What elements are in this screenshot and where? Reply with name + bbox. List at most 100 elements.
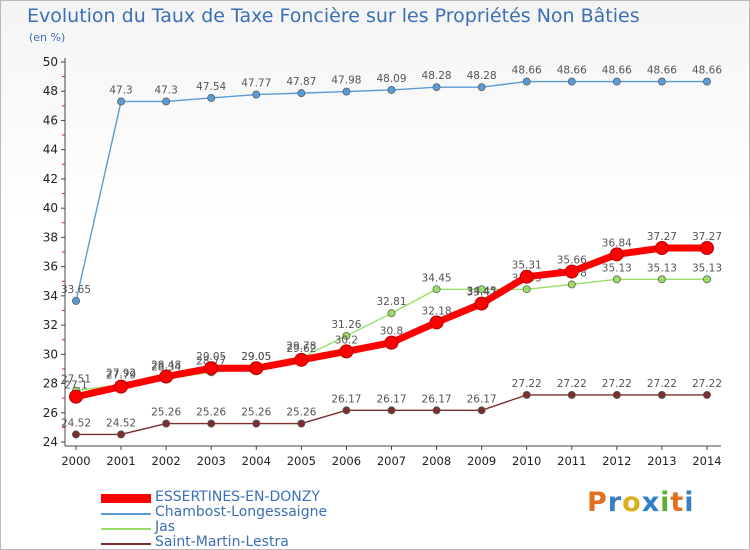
data-point-chambost-longessaigne	[117, 97, 126, 106]
data-label-essertines-en-donzy: 35.66	[557, 255, 587, 267]
data-point-jas	[612, 275, 621, 284]
data-label-chambost-longessaigne: 48.09	[376, 73, 406, 85]
data-point-chambost-longessaigne	[612, 77, 621, 86]
data-label-essertines-en-donzy: 27.1	[64, 380, 87, 392]
data-point-chambost-longessaigne	[703, 77, 711, 86]
data-label-jas: 34.45	[467, 285, 497, 297]
data-label-essertines-en-donzy: 29.05	[196, 351, 226, 363]
data-point-jas	[657, 275, 666, 284]
data-label-essertines-en-donzy: 30.2	[335, 334, 358, 346]
data-point-essertines-en-donzy	[339, 344, 354, 359]
data-point-saint-martin-lestra	[703, 390, 711, 399]
y-tick-label: 50	[43, 55, 58, 69]
data-label-essertines-en-donzy: 29.62	[286, 343, 316, 355]
data-label-jas: 28.34	[151, 362, 181, 374]
x-tick-label: 2000	[61, 454, 90, 468]
data-point-saint-martin-lestra	[612, 390, 621, 399]
legend-label: Chambost-Longessaigne	[155, 504, 328, 520]
y-tick-label: 32	[43, 318, 58, 332]
data-label-essertines-en-donzy: 28.48	[151, 360, 181, 372]
data-point-saint-martin-lestra	[297, 419, 306, 428]
data-point-chambost-longessaigne	[477, 83, 486, 92]
data-point-chambost-longessaigne	[522, 77, 531, 86]
data-label-jas: 35.13	[602, 262, 632, 274]
chart-title: Evolution du Taux de Taxe Foncière sur l…	[27, 5, 640, 27]
data-point-jas	[522, 285, 531, 294]
data-label-essertines-en-donzy: 27.79	[106, 370, 136, 382]
logo-letter: o	[622, 487, 642, 518]
data-point-essertines-en-donzy	[249, 361, 264, 376]
data-label-essertines-en-donzy: 36.84	[602, 237, 632, 249]
legend-label: ESSERTINES-EN-DONZY	[155, 489, 320, 505]
x-tick-label: 2013	[647, 454, 676, 468]
data-point-essertines-en-donzy	[69, 389, 83, 404]
data-label-saint-martin-lestra: 25.26	[286, 407, 316, 419]
data-label-saint-martin-lestra: 25.26	[151, 407, 181, 419]
data-label-saint-martin-lestra: 25.26	[196, 407, 226, 419]
data-point-essertines-en-donzy	[699, 241, 714, 256]
data-label-saint-martin-lestra: 27.22	[557, 378, 587, 390]
data-label-jas: 27.92	[106, 368, 136, 380]
data-label-chambost-longessaigne: 48.66	[647, 65, 677, 77]
legend-swatch	[101, 543, 151, 545]
data-point-jas	[477, 285, 486, 294]
data-point-jas	[703, 275, 711, 284]
y-tick-label: 46	[43, 113, 58, 127]
data-label-saint-martin-lestra: 26.17	[331, 393, 361, 405]
data-label-saint-martin-lestra: 26.17	[422, 393, 452, 405]
data-label-chambost-longessaigne: 47.3	[154, 84, 177, 96]
data-label-essertines-en-donzy: 30.8	[380, 326, 403, 338]
x-tick-label: 2001	[106, 454, 135, 468]
x-tick-label: 2012	[602, 454, 631, 468]
data-point-saint-martin-lestra	[522, 390, 531, 399]
y-axis-unit-label: (en %)	[29, 31, 66, 44]
logo-letter: t	[670, 487, 685, 518]
legend-label: Jas	[155, 519, 176, 535]
data-label-chambost-longessaigne: 47.98	[331, 75, 361, 87]
data-label-saint-martin-lestra: 24.52	[61, 417, 91, 429]
legend-swatch	[101, 528, 151, 530]
data-label-saint-martin-lestra: 27.22	[647, 378, 677, 390]
data-point-saint-martin-lestra	[657, 390, 666, 399]
data-label-essertines-en-donzy: 37.27	[647, 231, 677, 243]
data-point-saint-martin-lestra	[72, 430, 80, 439]
x-tick-label: 2006	[332, 454, 361, 468]
data-point-jas	[342, 331, 351, 340]
data-point-essertines-en-donzy	[474, 296, 489, 311]
data-point-chambost-longessaigne	[297, 89, 306, 98]
data-point-jas	[567, 280, 576, 289]
logo-letter: x	[641, 487, 661, 518]
data-label-saint-martin-lestra: 27.22	[602, 378, 632, 390]
data-point-saint-martin-lestra	[432, 406, 441, 415]
data-label-jas: 35.13	[647, 262, 677, 274]
data-point-saint-martin-lestra	[252, 419, 261, 428]
data-point-essertines-en-donzy	[204, 361, 219, 376]
x-tick-label: 2008	[422, 454, 451, 468]
data-label-saint-martin-lestra: 25.26	[241, 407, 271, 419]
data-label-chambost-longessaigne: 48.66	[557, 65, 587, 77]
x-tick-label: 2007	[377, 454, 406, 468]
data-label-saint-martin-lestra: 27.22	[512, 378, 542, 390]
data-point-chambost-longessaigne	[252, 90, 261, 99]
y-tick-label: 40	[43, 201, 58, 215]
y-tick-label: 34	[43, 289, 58, 303]
data-point-essertines-en-donzy	[609, 247, 624, 262]
data-label-saint-martin-lestra: 27.22	[692, 378, 722, 390]
data-point-chambost-longessaigne	[657, 77, 666, 86]
data-point-saint-martin-lestra	[477, 406, 486, 415]
data-label-chambost-longessaigne: 48.28	[467, 70, 497, 82]
data-label-chambost-longessaigne: 48.66	[602, 65, 632, 77]
data-point-chambost-longessaigne	[432, 83, 441, 92]
data-point-essertines-en-donzy	[114, 379, 129, 394]
data-point-essertines-en-donzy	[519, 269, 534, 284]
y-tick-label: 30	[43, 347, 58, 361]
legend-label: Saint-Martin-Lestra	[155, 534, 289, 550]
y-tick-label: 48	[43, 84, 58, 98]
data-label-jas: 27.51	[61, 374, 91, 386]
logo-letter: r	[607, 487, 623, 518]
x-tick-label: 2011	[557, 454, 586, 468]
y-tick-label: 42	[43, 172, 58, 186]
data-point-essertines-en-donzy	[654, 241, 669, 256]
data-label-jas: 31.26	[331, 319, 361, 331]
